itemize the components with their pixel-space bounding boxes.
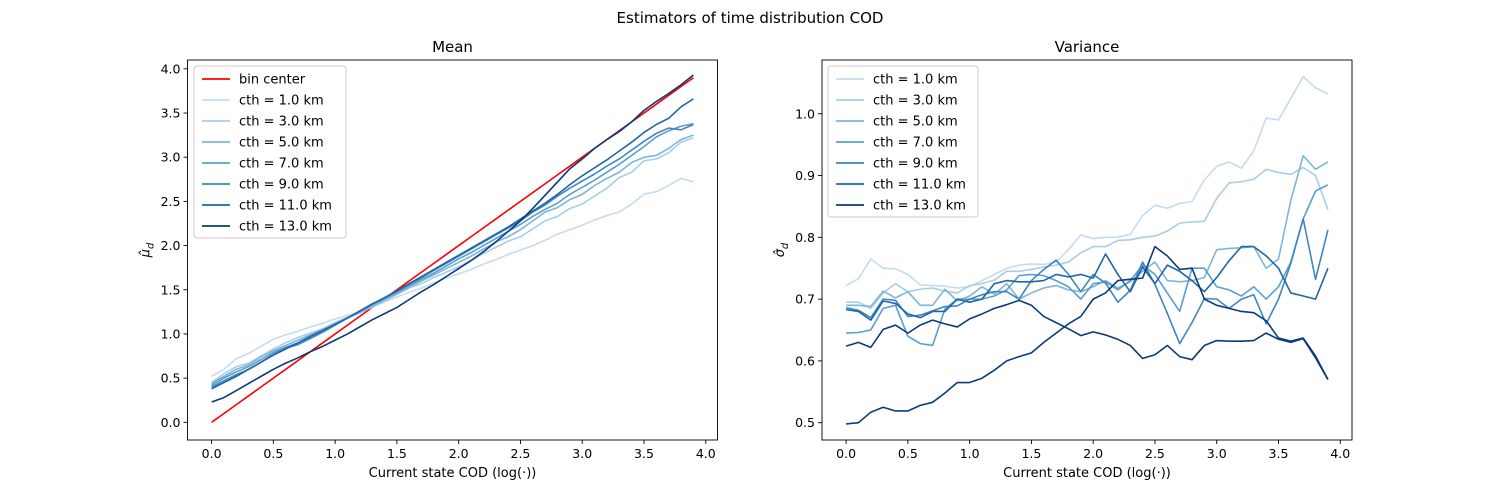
mean-panel: 0.0 0.5 1.0 1.5 2.0 2.5 3.0 3.5 4.0 0.0 0.5 1.0 1.5 2… (139, 38, 718, 481)
series-line-2 (211, 137, 694, 384)
legend-box (193, 65, 347, 239)
x-axis-label: Current state COD (log(·)) (369, 466, 537, 481)
y-tick-label: 0.7 (795, 292, 815, 307)
axes-title: Mean (432, 38, 473, 56)
legend-label: cth = 3.0 km (873, 94, 958, 109)
y-tick-label: 3.0 (161, 150, 181, 165)
x-tick-label: 1.0 (960, 446, 980, 461)
legend-label: cth = 7.0 km (239, 157, 324, 172)
figure-title: Estimators of time distribution COD (617, 9, 884, 27)
legend-label: cth = 1.0 km (239, 94, 324, 109)
y-tick-label: 1.0 (161, 326, 181, 341)
series-line-6 (845, 299, 1329, 380)
legend-label: cth = 1.0 km (873, 73, 958, 88)
x-tick-label: 1.5 (1021, 446, 1041, 461)
y-tick-label: 0.0 (161, 415, 181, 430)
legend-label: cth = 5.0 km (873, 115, 958, 130)
x-tick-label: 1.5 (387, 446, 407, 461)
y-tick-label: 4.0 (161, 61, 181, 76)
axes-title: Variance (1055, 38, 1120, 56)
series-line-7 (846, 245, 1329, 425)
x-tick-label: 4.0 (1330, 446, 1350, 461)
y-axis-label: μ̂d (139, 242, 157, 258)
legend-label: cth = 13.0 km (239, 220, 332, 235)
x-tick-label: 3.5 (634, 446, 654, 461)
x-tick-label: 4.0 (696, 446, 716, 461)
y-tick-label: 0.5 (795, 415, 815, 430)
series-line-3 (211, 134, 694, 385)
x-tick-label: 0.0 (836, 446, 856, 461)
series-line-3 (846, 184, 1329, 347)
x-tick-label: 3.0 (1207, 446, 1227, 461)
y-tick-label: 0.9 (795, 168, 815, 183)
legend: cth = 1.0 km cth = 3.0 km cth = 5.0 km cth … (827, 65, 979, 218)
legend: bin center cth = 1.0 km cth = 3.0 km cth = … (193, 65, 347, 239)
x-tick-label: 2.0 (1083, 446, 1103, 461)
y-tick-label: 0.6 (795, 353, 815, 368)
x-tick-label: 0.0 (202, 446, 222, 461)
legend-label: cth = 5.0 km (239, 136, 324, 151)
series-line-6 (211, 98, 694, 390)
y-axis-label: σ̂d (773, 242, 791, 257)
series-line-1 (211, 177, 694, 378)
axes-frame (821, 59, 1353, 441)
x-tick-label: 0.5 (898, 446, 918, 461)
x-tick-label: 3.5 (1269, 446, 1289, 461)
series-line-4 (845, 218, 1329, 345)
variance-panel: 0.0 0.5 1.0 1.5 2.0 2.5 3.0 3.5 4.0 0.5 0.6 0.7 0.8 0… (773, 38, 1353, 481)
legend-label: cth = 7.0 km (873, 136, 958, 151)
legend-label: cth = 9.0 km (239, 178, 324, 193)
x-tick-label: 3.0 (572, 446, 592, 461)
series-line-7 (211, 74, 694, 403)
legend-label: cth = 11.0 km (873, 178, 966, 193)
series-line-0 (845, 75, 1329, 289)
series-line-1 (846, 166, 1329, 310)
y-tick-label: 1.0 (795, 106, 815, 121)
x-axis-label: Current state COD (log(·)) (1003, 466, 1171, 481)
y-tick-label: 0.8 (795, 230, 815, 245)
x-tick-label: 1.0 (325, 446, 345, 461)
legend-label: cth = 13.0 km (873, 199, 966, 214)
legend-label: cth = 3.0 km (239, 115, 324, 130)
axes-frame (187, 59, 718, 441)
y-tick-label: 0.5 (161, 371, 181, 386)
x-tick-label: 2.0 (449, 446, 469, 461)
legend-label: cth = 9.0 km (873, 157, 958, 172)
series-line-5 (845, 245, 1329, 321)
y-tick-label: 3.5 (161, 106, 181, 121)
y-tick-label: 2.5 (161, 194, 181, 209)
legend-box (827, 65, 979, 218)
legend-label: cth = 11.0 km (239, 199, 332, 214)
y-tick-label: 1.5 (161, 282, 181, 297)
x-tick-label: 2.5 (511, 446, 531, 461)
legend-label: bin center (239, 73, 306, 88)
x-tick-label: 0.5 (263, 446, 283, 461)
y-tick-label: 2.0 (161, 238, 181, 253)
x-tick-label: 2.5 (1145, 446, 1165, 461)
